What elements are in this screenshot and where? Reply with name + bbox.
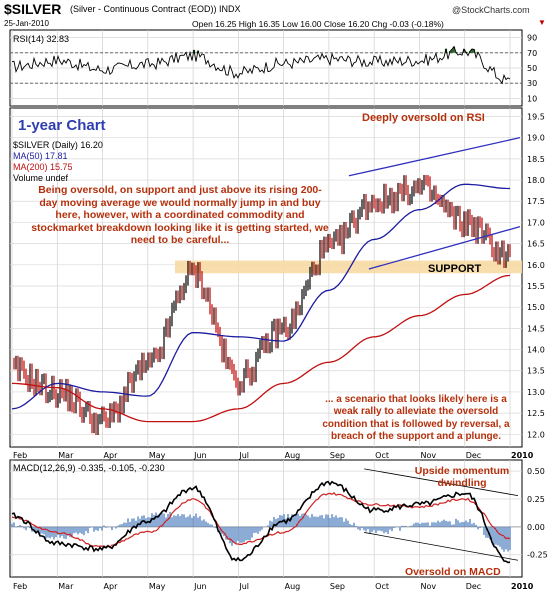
macd-label: MACD(12,26,9) -0.335, -0.105, -0.230 (13, 463, 165, 473)
quote-down-arrow: ▼ (538, 18, 546, 27)
x-axis-month-label: Oct (375, 451, 389, 460)
x-axis-month-label: May (149, 582, 166, 591)
x-axis-month-label: Jul (238, 451, 249, 460)
price-ytick-label: 18.0 (527, 176, 545, 185)
price-ytick-label: 14.5 (527, 324, 545, 333)
x-axis-month-label: Mar (58, 582, 74, 591)
ticker-symbol: $SILVER (4, 1, 62, 17)
price-ytick-label: 15.5 (527, 282, 545, 291)
macd-ytick-label: 0.50 (527, 467, 545, 476)
legend-volume: Volume undef (13, 173, 69, 183)
macd-ytick-label: -0.25 (527, 551, 548, 560)
x-axis-month-label: Dec (466, 582, 481, 591)
x-axis-month-label: Oct (375, 582, 389, 591)
x-axis-month-label: Jun (193, 582, 207, 591)
support-band (175, 260, 522, 274)
macd-note-bottom: Oversold on MACD (405, 566, 501, 578)
ticker-description: (Silver - Continuous Contract (EOD)) IND… (70, 4, 241, 14)
x-axis-month-label: Aug (285, 451, 301, 460)
rsi-ytick-label: 10 (527, 94, 537, 103)
scenario-text: ... a scenario that looks likely here is… (322, 394, 510, 442)
price-ytick-label: 19.5 (527, 112, 545, 121)
price-ytick-label: 12.5 (527, 409, 545, 418)
price-ytick-label: 17.0 (527, 218, 545, 227)
macd-line (11, 480, 511, 564)
macd-trendline-bottom (364, 532, 519, 561)
x-axis-month-label: Dec (466, 451, 481, 460)
channel-lower-line (368, 226, 521, 270)
channel-upper-line (348, 137, 521, 177)
x-axis-month-label: Apr (104, 582, 119, 591)
legend-price: $SILVER (Daily) 16.20 (13, 140, 103, 150)
chart-badge: 1-year Chart (18, 117, 106, 134)
macd-trendline-top (364, 468, 519, 497)
x-axis-month-label: Sep (330, 451, 345, 460)
price-ytick-label: 18.5 (527, 155, 545, 164)
x-axis-month-label: 2010 (511, 451, 534, 460)
x-axis-month-label: May (149, 451, 166, 460)
price-ytick-label: 16.5 (527, 240, 545, 249)
price-ytick-label: 15.0 (527, 303, 545, 312)
x-axis-month-label: Apr (104, 451, 119, 460)
x-axis-month-label: Jun (193, 451, 207, 460)
stockcharts-logo: @StockCharts.com (452, 5, 530, 15)
x-axis-month-label: Jul (238, 582, 249, 591)
x-axis-month-label: Mar (58, 451, 74, 460)
price-ytick-label: 19.0 (527, 134, 545, 143)
commentary-text: Being oversold, on support and just abov… (31, 184, 329, 246)
rsi-label: RSI(14) 32.83 (13, 34, 70, 44)
price-ytick-label: 12.0 (527, 430, 545, 439)
legend-ma50: MA(50) 17.81 (13, 151, 68, 161)
macd-note-top: Upside momentum dwindling (414, 465, 510, 489)
quote-line: Open 16.25 High 16.35 Low 16.00 Close 16… (192, 19, 444, 29)
x-axis-month-label: Aug (285, 582, 301, 591)
price-panel-frame (9, 107, 523, 448)
x-axis-month-label: Nov (420, 451, 436, 460)
support-label: SUPPORT (428, 263, 482, 275)
price-ytick-label: 14.0 (527, 346, 545, 355)
price-ytick-label: 17.5 (527, 197, 545, 206)
macd-ytick-label: 0.25 (527, 495, 545, 504)
legend-ma200: MA(200) 15.75 (13, 162, 73, 172)
ma200-line (11, 274, 511, 423)
rsi-note: Deeply oversold on RSI (362, 112, 485, 124)
rsi-ytick-label: 50 (527, 64, 537, 73)
x-axis-month-label: Feb (13, 582, 27, 591)
rsi-ytick-label: 90 (527, 34, 537, 43)
x-axis-month-label: Sep (330, 582, 345, 591)
rsi-ytick-label: 70 (527, 49, 537, 58)
rsi-ytick-label: 30 (527, 79, 537, 88)
price-ytick-label: 16.0 (527, 261, 545, 270)
x-axis-month-label: Feb (13, 451, 27, 460)
ma50-line (11, 183, 511, 410)
macd-ytick-label: 0.00 (527, 523, 545, 532)
macd-signal-line (11, 491, 511, 549)
rsi-line (11, 45, 511, 85)
x-axis-month-label: 2010 (511, 582, 534, 591)
macd-panel-frame (9, 459, 523, 578)
price-ytick-label: 13.5 (527, 367, 545, 376)
price-ytick-label: 13.0 (527, 388, 545, 397)
x-axis-month-label: Nov (420, 582, 436, 591)
chart-date: 25-Jan-2010 (4, 19, 49, 28)
